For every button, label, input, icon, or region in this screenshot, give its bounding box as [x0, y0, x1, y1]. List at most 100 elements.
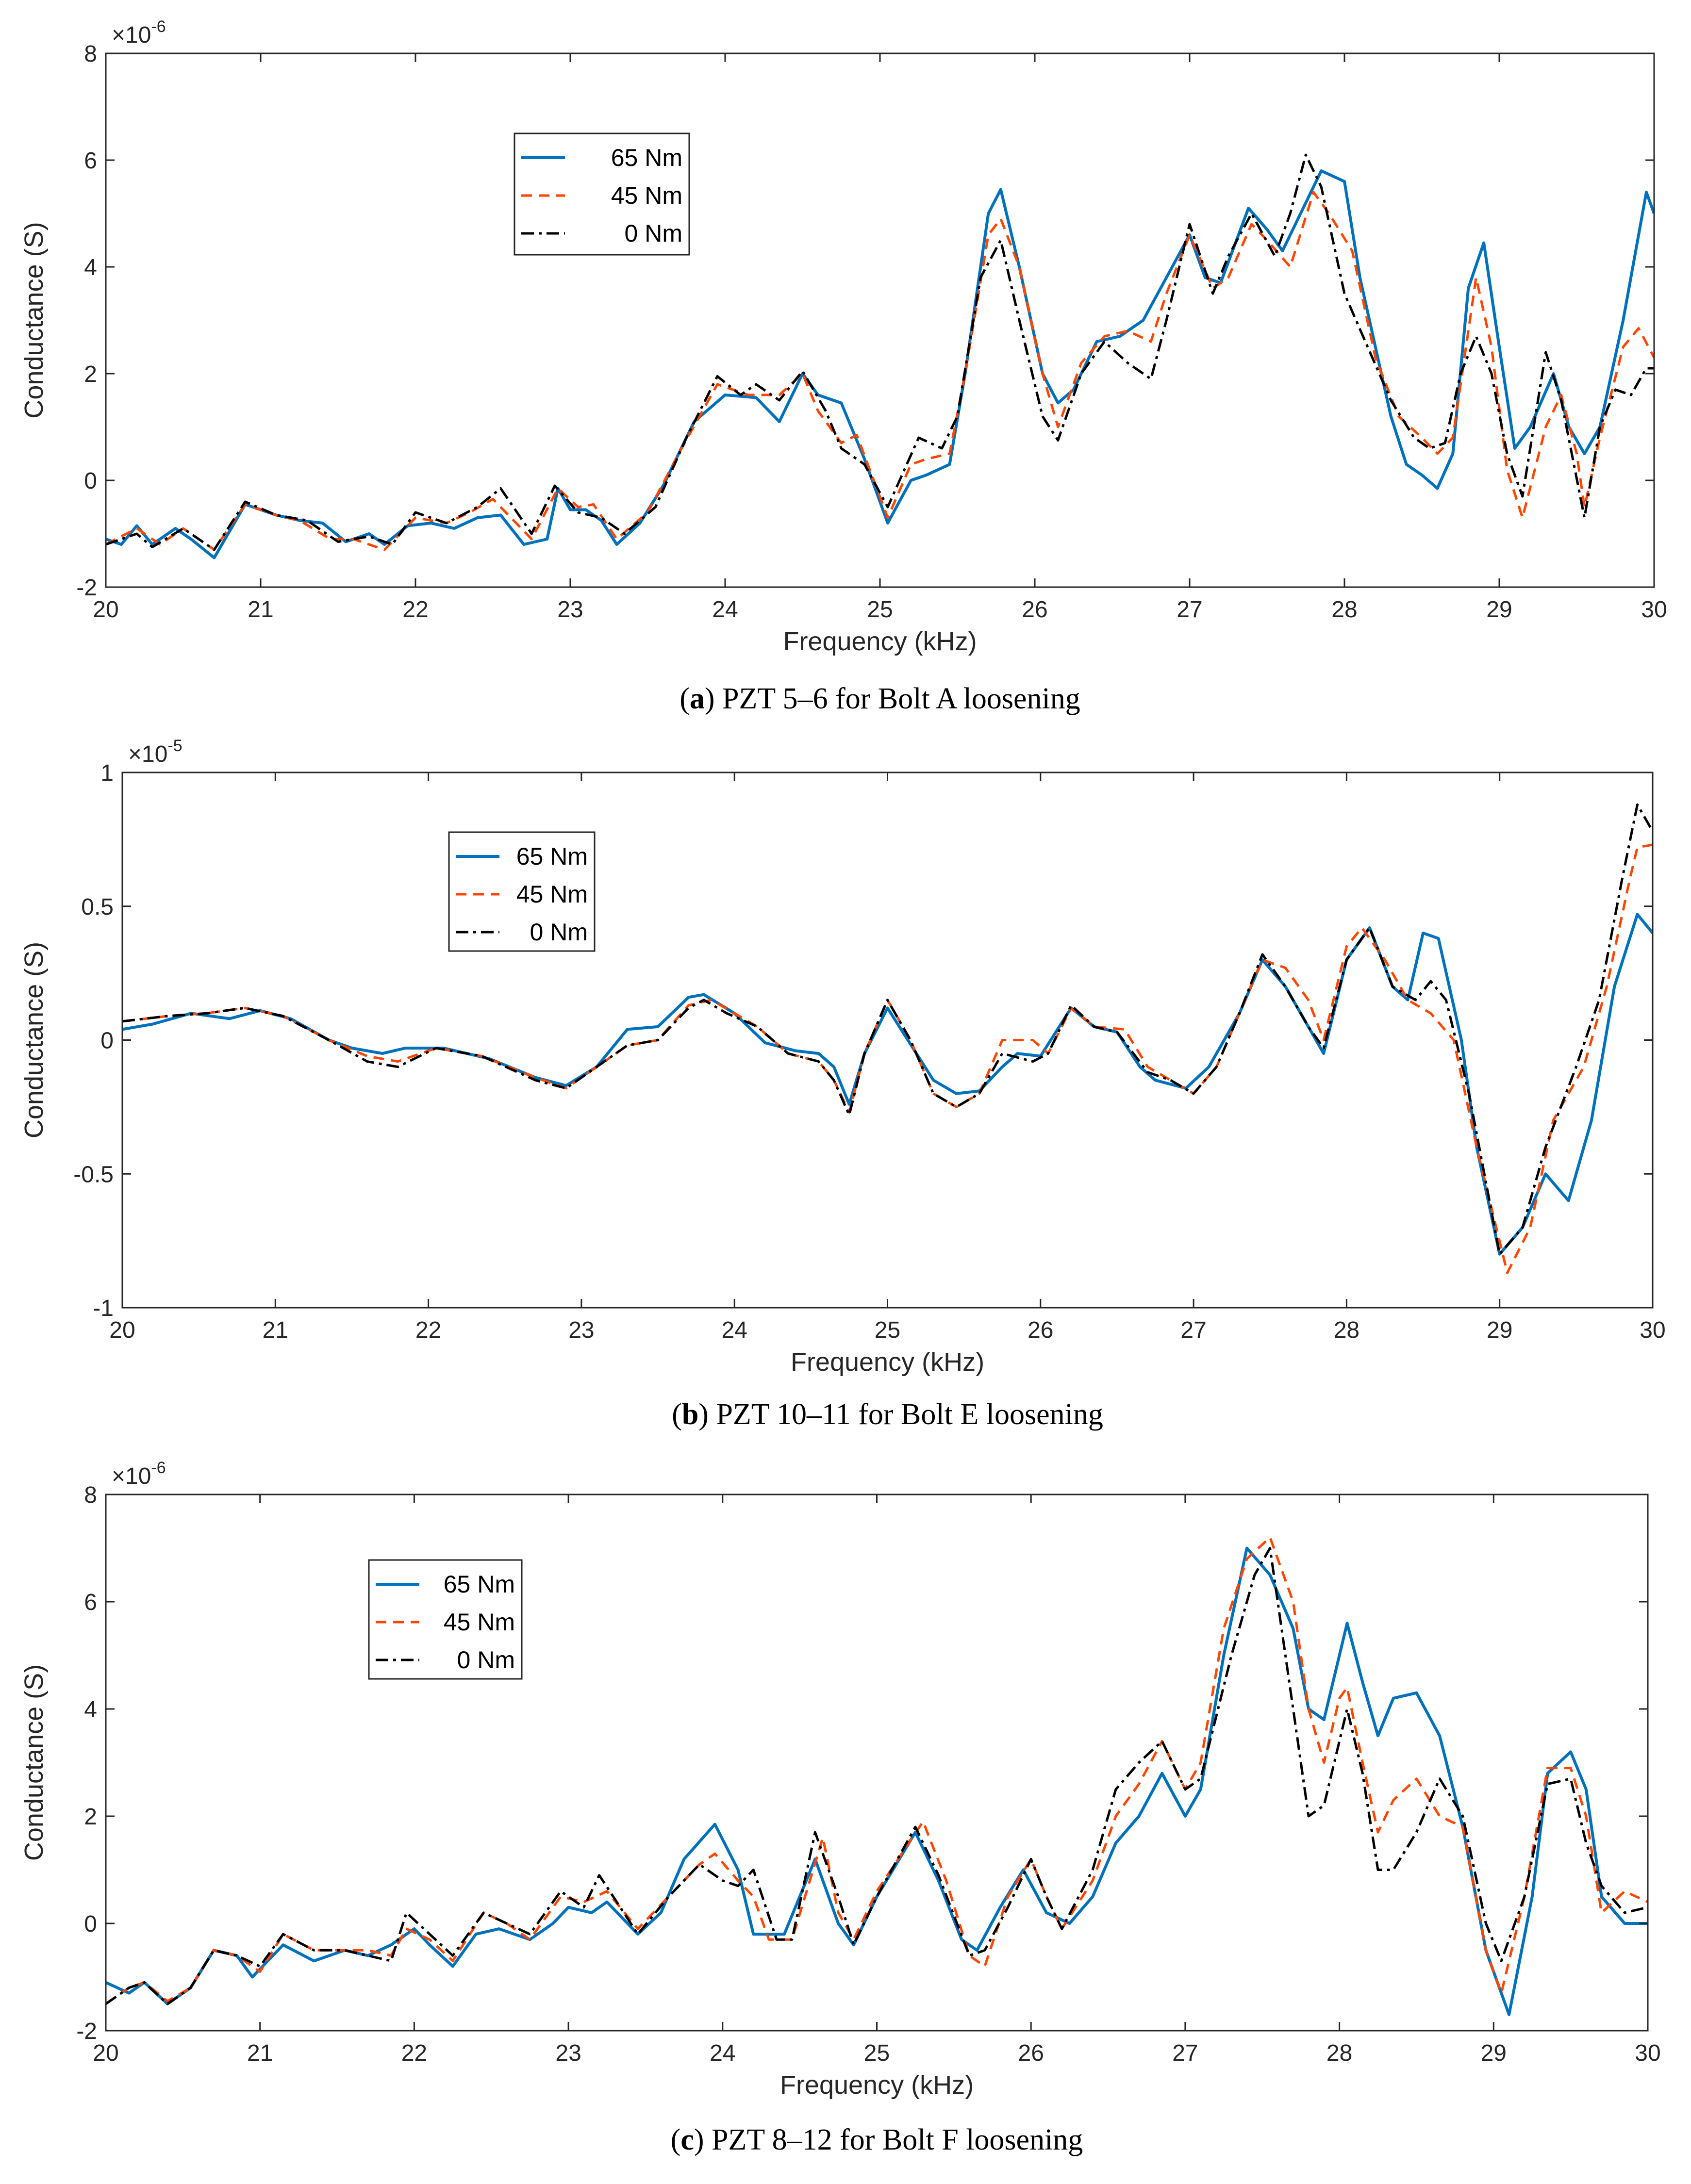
x-tick-label: 24 [722, 1317, 747, 1343]
legend-box [514, 132, 690, 256]
plot-area [122, 772, 1653, 1308]
x-tick-label: 22 [401, 2040, 427, 2066]
x-tick-label: 28 [1334, 1317, 1359, 1343]
x-tick-label: 24 [712, 597, 738, 623]
x-tick-label: 26 [1022, 597, 1047, 623]
x-tick-label: 29 [1486, 597, 1512, 623]
y-axis-label: Conductance (S) [19, 222, 49, 418]
caption-letter: c [680, 2123, 694, 2156]
x-tick-label: 23 [568, 1317, 594, 1343]
x-tick-label: 20 [109, 1317, 135, 1343]
legend-label: 0 Nm [457, 1646, 515, 1674]
chart-panel-a: 20 21 22 23 24 25 26 27 28 29 30-202468×10-6Freque… [19, 17, 1667, 715]
y-axis-label: Conductance (S) [19, 1664, 49, 1861]
series-line-45-nm [122, 843, 1653, 1274]
legend-label: 65 Nm [516, 843, 588, 870]
exponent-label: ×10-5 [128, 737, 182, 767]
series-line-45-nm [106, 191, 1654, 551]
series-line-0-nm [106, 1547, 1648, 2005]
series-group [122, 803, 1653, 1274]
legend-label: 0 Nm [530, 919, 588, 946]
exponent-label: ×10-6 [112, 1459, 166, 1489]
legend: 65 Nm 45 Nm 0 Nm [448, 831, 596, 952]
caption-text: PZT 8–12 for Bolt F loosening [704, 2123, 1083, 2156]
series-line-65-nm [106, 169, 1654, 559]
x-tick-label: 26 [1028, 1317, 1053, 1343]
y-tick-label: 0 [84, 468, 97, 494]
x-tick-label: 27 [1172, 2040, 1198, 2066]
y-tick-label: -0.5 [73, 1162, 114, 1187]
y-tick-label: 8 [84, 1482, 97, 1508]
x-tick-label: 22 [415, 1317, 441, 1343]
caption-letter: b [682, 1398, 698, 1431]
x-tick-label: 27 [1180, 1317, 1206, 1343]
x-tick-label: 29 [1481, 2040, 1507, 2066]
panels: 20 21 22 23 24 25 26 27 28 29 30-202468×10-6Freque… [19, 17, 1667, 2156]
panel-caption: (b) PZT 10–11 for Bolt E loosening [672, 1398, 1103, 1431]
legend: 65 Nm 45 Nm 0 Nm [368, 1559, 523, 1680]
exponent-power: -5 [167, 737, 182, 755]
x-axis-label: Frequency (kHz) [783, 627, 977, 656]
legend-label: 45 Nm [444, 1609, 515, 1636]
legend: 65 Nm 45 Nm 0 Nm [514, 132, 690, 256]
caption-text: PZT 5–6 for Bolt A loosening [715, 682, 1080, 715]
chart-panel-c: 20 21 22 23 24 25 26 27 28 29 30-202468×10-6Freque… [19, 1459, 1661, 2156]
panel-caption: (a) PZT 5–6 for Bolt A loosening [680, 682, 1080, 715]
x-axis-label: Frequency (kHz) [780, 2070, 974, 2100]
x-tick-label: 29 [1487, 1317, 1512, 1343]
x-tick-label: 23 [555, 2040, 581, 2066]
legend-label: 65 Nm [444, 1571, 515, 1598]
y-tick-label: 6 [84, 1590, 97, 1615]
y-tick-label: 8 [84, 41, 97, 67]
caption-open: ( [672, 1398, 682, 1431]
x-tick-label: 30 [1641, 597, 1667, 623]
exponent-base: ×10 [112, 1463, 151, 1489]
legend-label: 65 Nm [611, 144, 682, 171]
series-line-45-nm [106, 1536, 1648, 2005]
series-line-0-nm [122, 803, 1653, 1256]
x-axis-label: Frequency (kHz) [791, 1347, 984, 1377]
x-tick-label: 23 [557, 597, 583, 623]
exponent-power: -6 [151, 1459, 166, 1477]
x-tick-label: 26 [1018, 2040, 1044, 2066]
caption-open: ( [671, 2123, 681, 2156]
y-tick-label: -2 [76, 2019, 97, 2044]
y-tick-label: 0 [100, 1028, 114, 1054]
caption-close: ) [698, 1398, 709, 1431]
exponent-label: ×10-6 [112, 17, 166, 48]
caption-letter: a [690, 682, 705, 715]
legend-label: 0 Nm [625, 220, 682, 247]
x-tick-label: 21 [248, 597, 273, 623]
y-tick-label: 2 [84, 361, 97, 387]
y-tick-label: 4 [84, 255, 97, 280]
plot-area [106, 53, 1654, 587]
legend-label: 45 Nm [516, 881, 588, 908]
x-tick-label: 22 [402, 597, 428, 623]
exponent-base: ×10 [112, 22, 151, 48]
x-tick-label: 30 [1640, 1317, 1665, 1343]
x-tick-label: 30 [1635, 2040, 1660, 2066]
y-tick-label: 1 [100, 760, 114, 786]
y-tick-label: -1 [93, 1296, 114, 1321]
caption-close: ) [694, 2123, 704, 2156]
y-tick-label: 0.5 [81, 894, 114, 920]
exponent-power: -6 [151, 17, 166, 36]
series-group [106, 1536, 1648, 2016]
caption-close: ) [705, 682, 715, 715]
x-tick-label: 25 [864, 2040, 890, 2066]
series-group [106, 153, 1654, 559]
series-line-0-nm [106, 153, 1654, 551]
x-tick-label: 21 [247, 2040, 273, 2066]
chart-panel-b: 20 21 22 23 24 25 26 27 28 29 30 -1 -0.5 0 0.5 1 ×10-5 Fr… [19, 737, 1666, 1431]
y-tick-label: 4 [84, 1697, 97, 1723]
x-tick-label: 20 [93, 597, 118, 623]
x-tick-label: 25 [875, 1317, 900, 1343]
y-tick-label: -2 [76, 575, 97, 601]
x-tick-label: 21 [263, 1317, 288, 1343]
plot-area [106, 1494, 1648, 2031]
x-tick-label: 28 [1326, 2040, 1352, 2066]
caption-text: PZT 10–11 for Bolt E loosening [709, 1398, 1103, 1431]
y-tick-label: 6 [84, 148, 97, 174]
x-tick-label: 24 [710, 2040, 735, 2066]
